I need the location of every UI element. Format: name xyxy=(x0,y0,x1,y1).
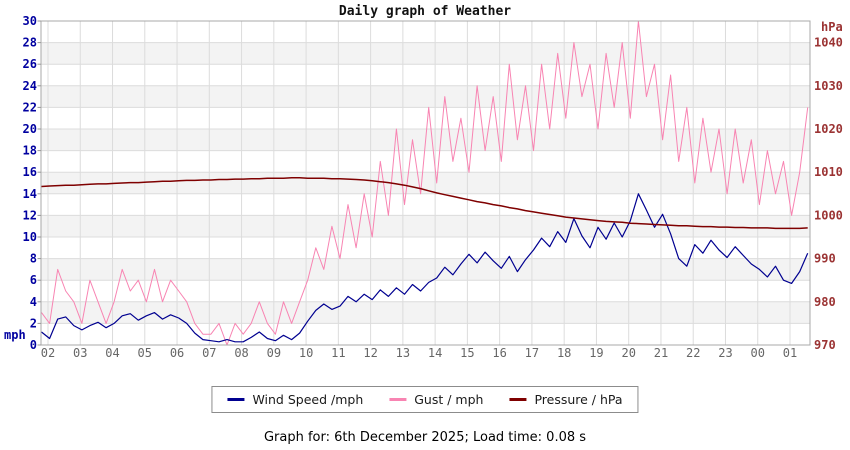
x-axis-label: 22 xyxy=(686,346,700,360)
x-axis-label: 09 xyxy=(267,346,281,360)
x-axis-label: 19 xyxy=(589,346,603,360)
y-axis-label: 30 xyxy=(23,14,37,28)
plot-band xyxy=(41,258,810,281)
y-axis-label: 12 xyxy=(23,208,37,222)
left-axis-unit-label: mph xyxy=(4,328,26,342)
graph-footer-text: Graph for: 6th December 2025; Load time:… xyxy=(263,430,587,445)
wind-speed-line xyxy=(41,193,809,343)
y2-axis-label: 1040 xyxy=(814,36,843,50)
x-axis-label: 17 xyxy=(525,346,539,360)
y-axis-label: 24 xyxy=(23,79,37,93)
x-axis-label: 01 xyxy=(783,346,797,360)
x-axis-label: 23 xyxy=(718,346,732,360)
pressure-swatch xyxy=(509,398,527,401)
y-axis-label: 20 xyxy=(23,122,37,136)
y-axis-label: 22 xyxy=(23,100,37,114)
x-axis-label: 12 xyxy=(363,346,377,360)
wind-speed-swatch xyxy=(227,398,245,401)
x-axis-label: 02 xyxy=(41,346,55,360)
y-axis-label: 26 xyxy=(23,57,37,71)
y-axis-label: 16 xyxy=(23,165,37,179)
x-axis-label: 15 xyxy=(460,346,474,360)
legend-label-gust: Gust / mph xyxy=(414,392,484,407)
gust-line xyxy=(41,20,809,346)
plot-band xyxy=(41,85,810,108)
plot-band xyxy=(41,301,810,324)
x-axis-label: 10 xyxy=(299,346,313,360)
x-axis-label: 08 xyxy=(234,346,248,360)
chart-title: Daily graph of Weather xyxy=(338,4,512,19)
weather-chart: 0246810121416182022242628309709809901000… xyxy=(23,14,843,360)
y2-axis-label: 1000 xyxy=(814,208,843,222)
y2-axis-label: 1020 xyxy=(814,122,843,136)
plot-band xyxy=(41,215,810,237)
legend-item-wind-speed: Wind Speed /mph xyxy=(227,392,363,407)
y2-axis-label: 1030 xyxy=(814,79,843,93)
chart-legend: Wind Speed /mph Gust / mph Pressure / hP… xyxy=(211,386,639,413)
y-axis-label: 14 xyxy=(23,187,37,201)
x-axis-label: 03 xyxy=(73,346,87,360)
legend-label-pressure: Pressure / hPa xyxy=(534,392,623,407)
plot-band xyxy=(41,42,810,65)
y-axis-label: 4 xyxy=(30,295,37,309)
x-axis-label: 21 xyxy=(654,346,668,360)
x-axis-label: 11 xyxy=(331,346,345,360)
x-axis-label: 16 xyxy=(492,346,506,360)
gust-swatch xyxy=(389,398,407,401)
x-axis-label: 04 xyxy=(105,346,119,360)
y2-axis-label: 970 xyxy=(814,338,836,352)
y2-axis-label: 980 xyxy=(814,295,836,309)
y-axis-label: 28 xyxy=(23,36,37,50)
x-axis-label: 06 xyxy=(170,346,184,360)
pressure-line xyxy=(41,177,808,230)
x-axis-label: 13 xyxy=(396,346,410,360)
y-axis-label: 2 xyxy=(30,316,37,330)
x-axis-label: 18 xyxy=(557,346,571,360)
y-axis-label: 0 xyxy=(30,338,37,352)
y-axis-label: 8 xyxy=(30,252,37,266)
y2-axis-label: 1010 xyxy=(814,165,843,179)
right-axis-unit-label: hPa xyxy=(821,20,843,34)
y-axis-label: 10 xyxy=(23,230,37,244)
y-axis-label: 6 xyxy=(30,273,37,287)
y2-axis-label: 990 xyxy=(814,252,836,266)
x-axis-label: 14 xyxy=(428,346,442,360)
legend-item-pressure: Pressure / hPa xyxy=(509,392,623,407)
x-axis-label: 07 xyxy=(202,346,216,360)
legend-item-gust: Gust / mph xyxy=(389,392,483,407)
plot-frame xyxy=(40,20,811,346)
y-axis-label: 18 xyxy=(23,144,37,158)
x-axis-label: 05 xyxy=(138,346,152,360)
x-axis-label: 20 xyxy=(621,346,635,360)
plot-band xyxy=(41,172,810,194)
legend-label-wind-speed: Wind Speed /mph xyxy=(252,392,364,407)
x-axis-label: 00 xyxy=(751,346,765,360)
